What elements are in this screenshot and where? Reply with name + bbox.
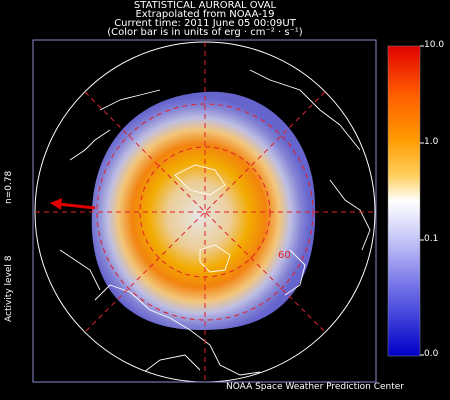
auroral-oval <box>91 91 316 331</box>
source-line: Extrapolated from NOAA-19 <box>135 9 275 20</box>
time-line: Current time: 2011 June 05 00:09UT <box>114 18 296 29</box>
units-line: (Color bar is in units of erg · cm⁻² · s… <box>107 27 303 38</box>
sun-direction-arrow <box>50 198 96 210</box>
colorbar-tick-label: 1.0 <box>424 137 439 147</box>
n-value-label: n=0.78 <box>4 170 14 204</box>
colorbar-tick-label: 0.1 <box>424 234 439 244</box>
grid-lines <box>35 42 375 382</box>
activity-level-label: Activity level 8 <box>4 255 14 322</box>
coastlines <box>59 69 371 376</box>
title: STATISTICAL AURORAL OVAL <box>133 0 277 11</box>
colorbar-tick-label: 0.0 <box>424 349 439 359</box>
map-frame <box>32 39 377 383</box>
colorbar-tick-label: 10.0 <box>424 40 445 50</box>
latitude-label: 60 <box>278 250 291 261</box>
credit-text: NOAA Space Weather Prediction Center <box>226 382 404 392</box>
colorbar <box>387 45 421 357</box>
colorbar-ticks <box>420 45 424 356</box>
